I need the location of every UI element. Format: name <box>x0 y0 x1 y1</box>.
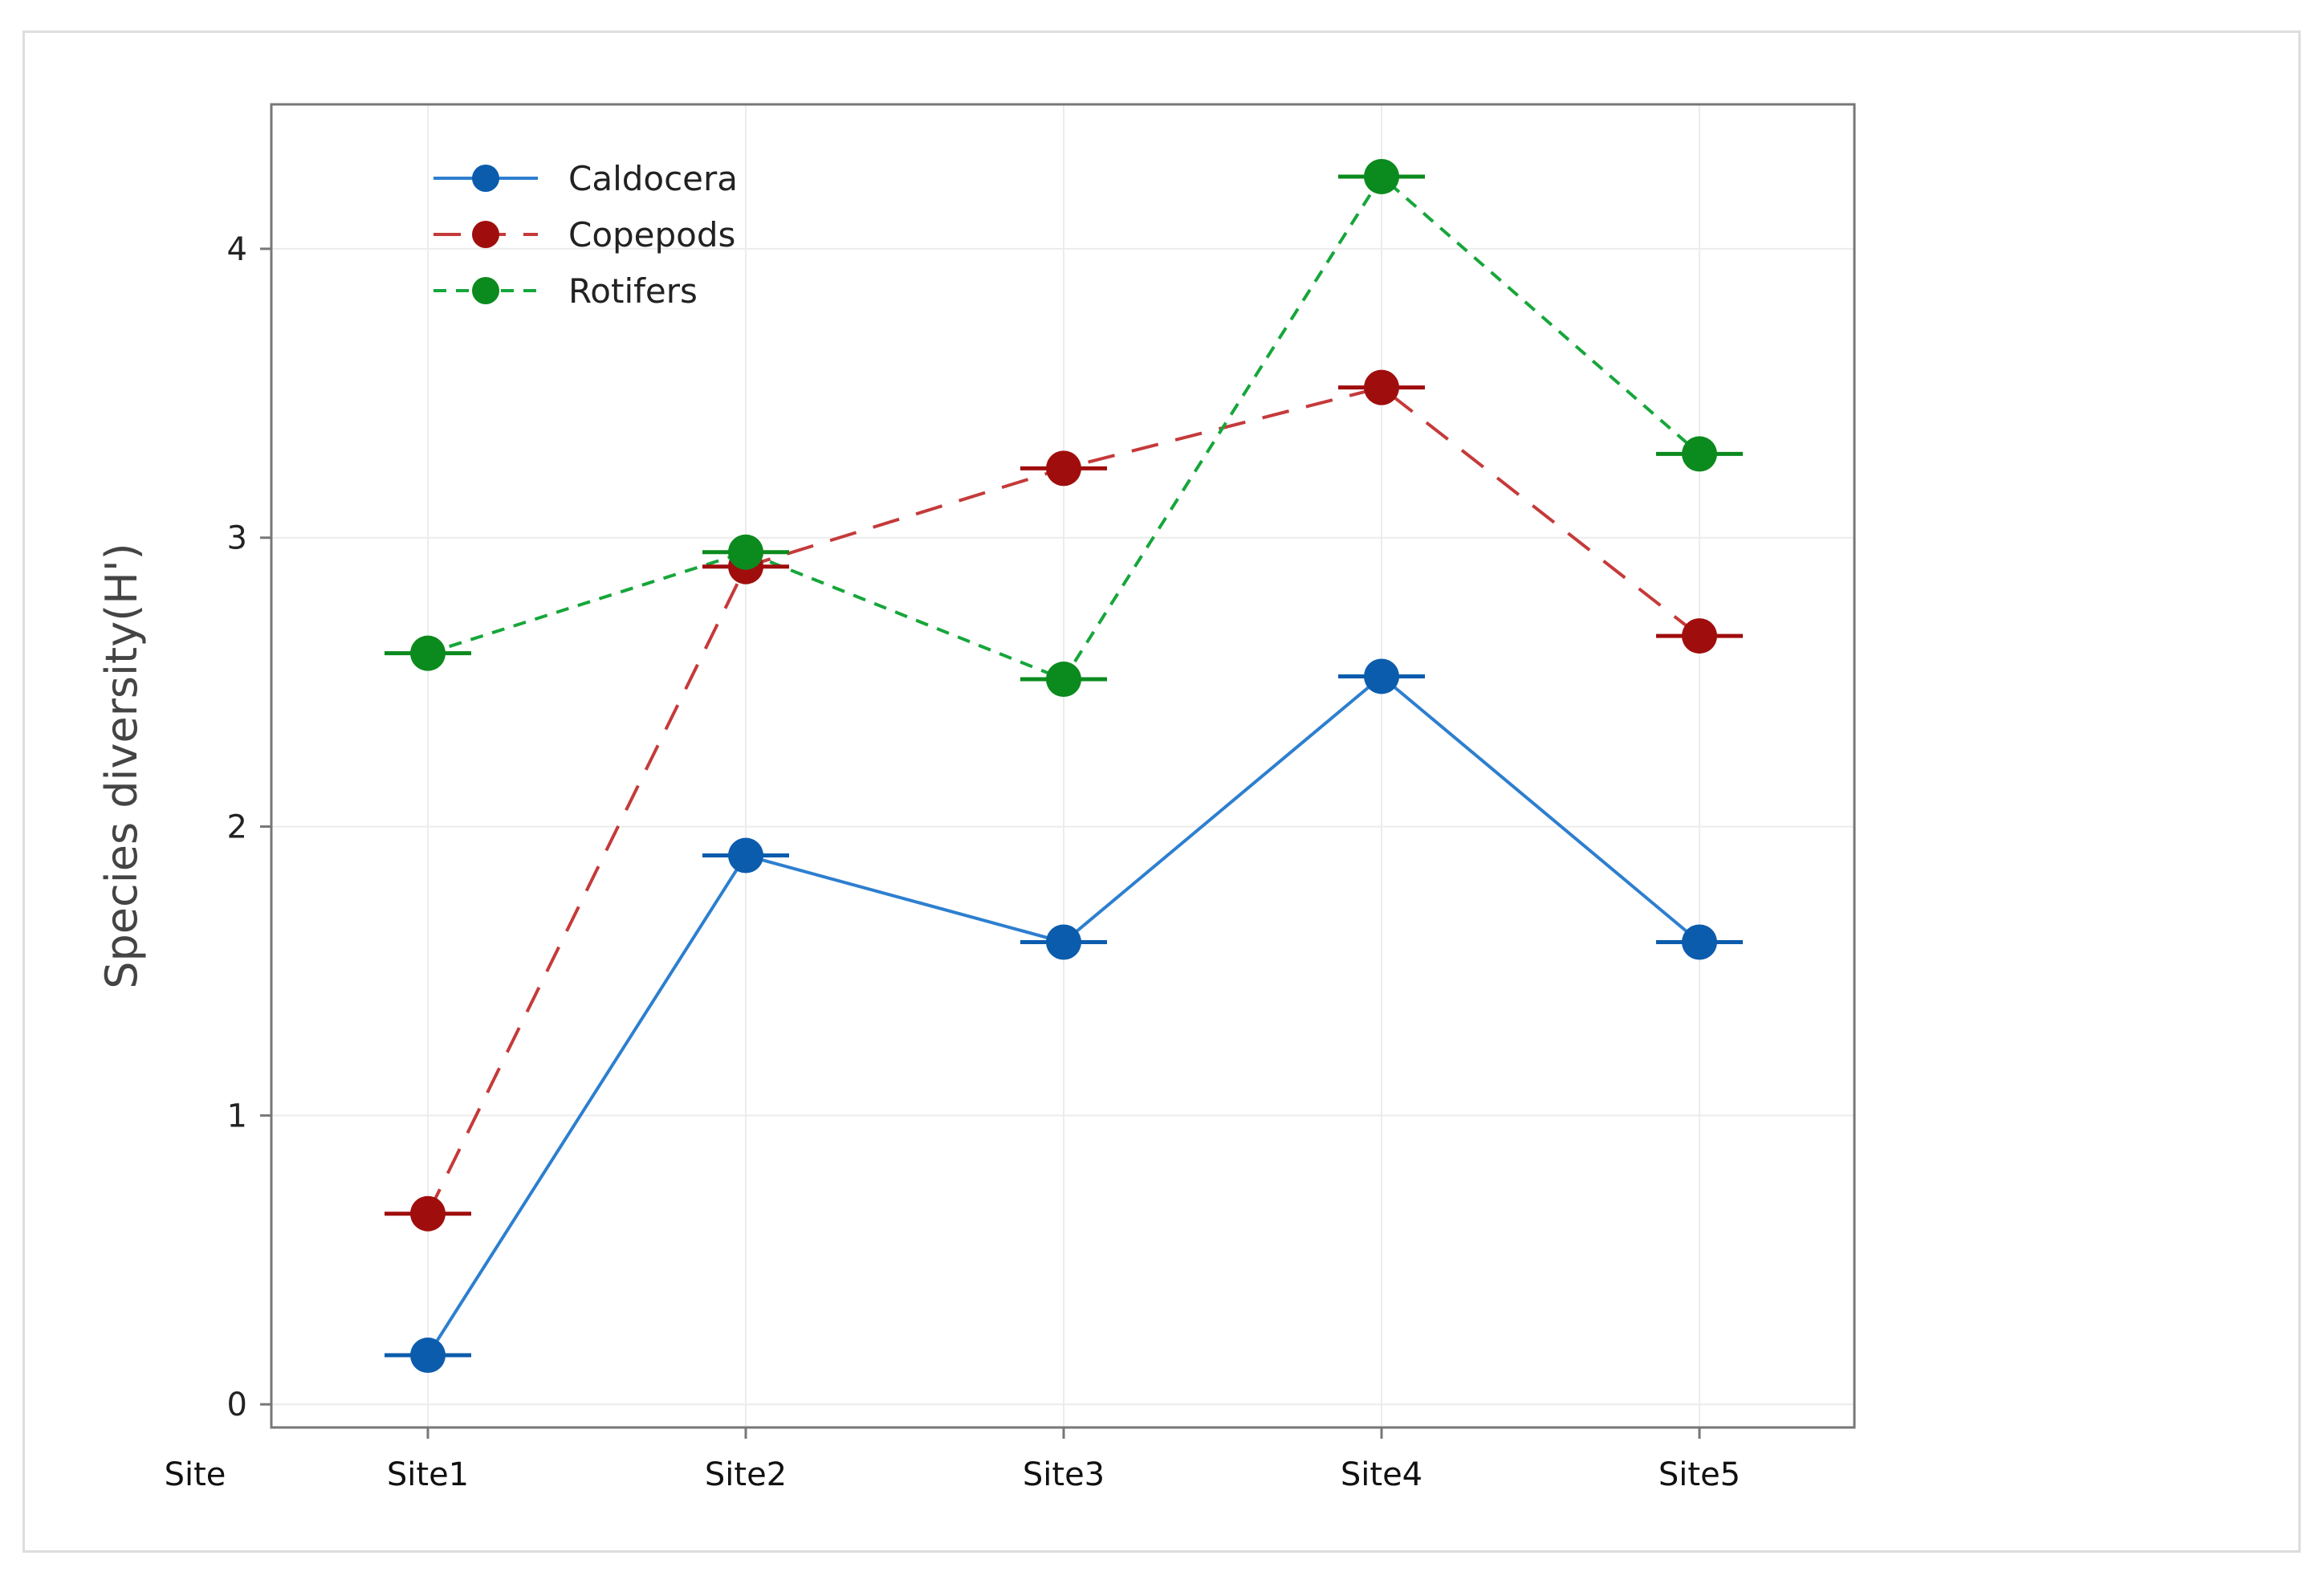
y-tick-label: 2 <box>227 809 247 846</box>
marker-dot <box>1046 924 1081 960</box>
legend-label: Caldocera <box>568 159 738 198</box>
data-point-rotifers <box>702 534 789 570</box>
legend: Caldocera Copepods Rotifers <box>433 159 738 311</box>
x-axis-ticks: Site1 Site2 Site3 Site4 Site5 <box>387 1427 1740 1493</box>
x-tick-label: Site4 <box>1341 1456 1422 1493</box>
marker-dot <box>410 635 446 671</box>
legend-item-caldocera: Caldocera <box>433 159 738 198</box>
data-point-rotifers <box>1020 662 1107 698</box>
series-markers <box>385 158 1743 1374</box>
legend-label: Rotifers <box>568 271 698 311</box>
figure-frame <box>22 31 2301 1553</box>
legend-item-copepods: Copepods <box>433 215 735 255</box>
data-point-copepods <box>1338 369 1425 405</box>
marker-dot <box>728 837 763 873</box>
data-point-rotifers <box>1338 158 1425 194</box>
x-tick-label: Site5 <box>1659 1456 1740 1493</box>
data-point-rotifers <box>385 635 471 671</box>
legend-marker <box>472 221 499 248</box>
data-point-caldocera <box>1020 924 1107 960</box>
legend-item-rotifers: Rotifers <box>433 271 698 311</box>
legend-marker <box>472 277 499 304</box>
x-tick-label: Site2 <box>705 1456 787 1493</box>
legend-label: Copepods <box>568 215 735 255</box>
marker-dot <box>1364 658 1399 694</box>
marker-dot <box>1364 369 1399 405</box>
marker-dot <box>1682 924 1717 960</box>
marker-dot <box>728 534 763 570</box>
x-axis-title: Site <box>165 1456 226 1493</box>
marker-dot <box>1682 618 1717 654</box>
y-tick-label: 0 <box>227 1387 247 1423</box>
data-point-copepods <box>1020 450 1107 487</box>
x-tick-label: Site1 <box>387 1456 469 1493</box>
data-point-copepods <box>385 1195 471 1232</box>
data-point-caldocera <box>1338 658 1425 694</box>
y-tick-label: 4 <box>227 231 247 268</box>
marker-dot <box>410 1338 446 1374</box>
y-tick-label: 1 <box>227 1097 247 1134</box>
marker-dot <box>1046 662 1081 698</box>
data-point-caldocera <box>385 1338 471 1374</box>
legend-marker <box>472 165 499 192</box>
data-point-caldocera <box>702 837 789 873</box>
y-tick-label: 3 <box>227 520 247 557</box>
data-point-copepods <box>1656 618 1743 654</box>
marker-dot <box>410 1195 446 1232</box>
marker-dot <box>1364 158 1399 194</box>
x-tick-label: Site3 <box>1023 1456 1105 1493</box>
data-point-rotifers <box>1656 436 1743 472</box>
marker-dot <box>1046 450 1081 487</box>
y-axis-ticks: 0 1 2 3 4 <box>227 231 271 1423</box>
marker-dot <box>1682 436 1717 472</box>
data-point-caldocera <box>1656 924 1743 960</box>
y-axis-title: Species diversity(H') <box>96 543 147 989</box>
